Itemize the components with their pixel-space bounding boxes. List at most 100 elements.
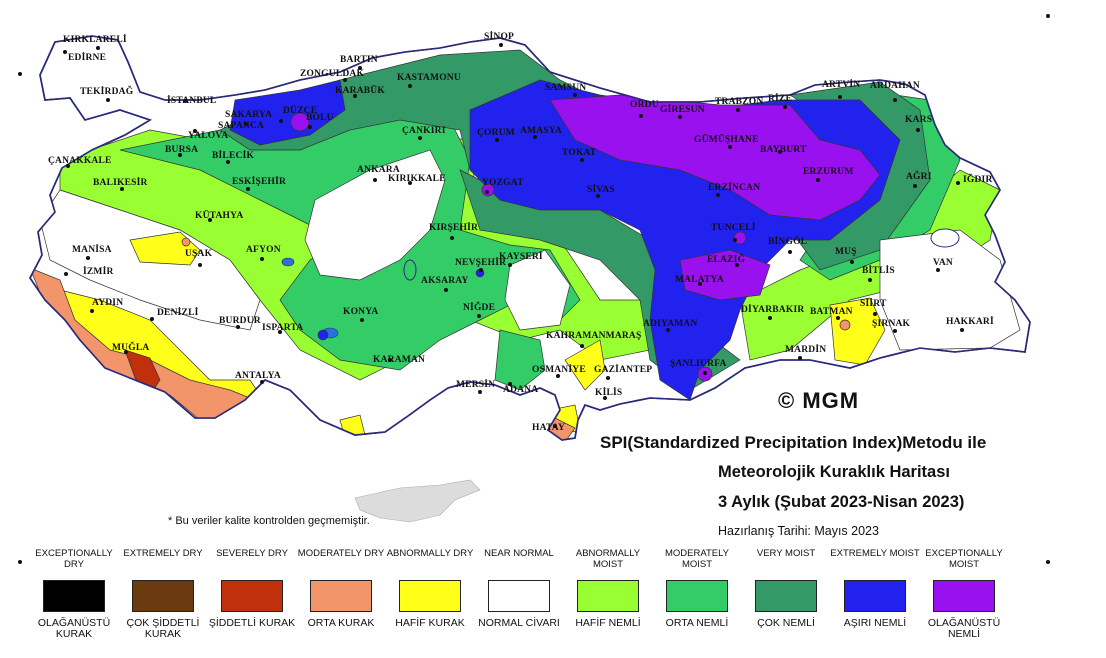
city-dot <box>936 268 940 272</box>
city-dot <box>86 256 90 260</box>
city-dot <box>556 374 560 378</box>
map-title-line2: Meteorolojik Kuraklık Haritası <box>718 463 950 481</box>
city-label: ŞIRNAK <box>872 319 911 329</box>
city-dot <box>373 178 377 182</box>
city-label: BİNGÖL <box>768 234 807 247</box>
city-label: BİLECİK <box>212 149 254 161</box>
city-label: YALOVA <box>188 131 228 141</box>
city-dot <box>768 316 772 320</box>
city-dot <box>499 43 503 47</box>
city-dot <box>236 325 240 329</box>
city-label: ELAZIĞ <box>707 252 746 265</box>
corner-dot <box>18 560 22 564</box>
city-label: UŞAK <box>185 249 213 259</box>
city-label: ZONGULDAK <box>300 69 364 79</box>
city-dot <box>850 260 854 264</box>
city-dot <box>246 187 250 191</box>
legend-label-en: EXTREMELY MOIST <box>830 548 920 559</box>
map-title-line3: 3 Aylık (Şubat 2023-Nisan 2023) <box>718 493 965 511</box>
city-dot <box>360 318 364 322</box>
legend-item: ABNORMALLY DRY HAFİF KURAK <box>385 548 475 629</box>
city-label: AMASYA <box>520 126 562 136</box>
legend-swatch <box>577 580 639 612</box>
city-dot <box>733 238 737 242</box>
legend-label-en: ABNORMALLY DRY <box>386 548 474 559</box>
legend-label-tr: HAFİF NEMLİ <box>575 617 641 629</box>
legend-label-tr: ORTA NEMLİ <box>665 617 729 629</box>
corner-dot <box>1046 14 1050 18</box>
city-label: DİYARBAKIR <box>741 303 804 315</box>
legend-label-en: EXCEPTIONALLY MOIST <box>925 548 1003 570</box>
city-dot <box>868 278 872 282</box>
city-label: RİZE <box>768 92 792 104</box>
city-dot <box>408 181 412 185</box>
city-dot <box>343 78 347 82</box>
city-dot <box>418 136 422 140</box>
city-dot <box>816 178 820 182</box>
city-label: İZMİR <box>83 265 114 277</box>
city-dot <box>495 138 499 142</box>
city-dot <box>358 66 362 70</box>
city-dot <box>508 382 512 386</box>
city-label: ADANA <box>503 385 538 395</box>
city-label: OSMANİYE <box>532 363 586 375</box>
city-dot <box>533 135 537 139</box>
city-dot <box>96 46 100 50</box>
legend-label-en: NEAR NORMAL <box>484 548 554 559</box>
city-label: BATMAN <box>810 307 853 317</box>
city-dot <box>553 424 557 428</box>
city-label: BURDUR <box>219 316 261 326</box>
city-label: NEVŞEHİR <box>455 256 506 268</box>
city-dot <box>603 396 607 400</box>
city-dot <box>606 376 610 380</box>
city-label: TOKAT <box>562 148 597 158</box>
city-dot <box>226 160 230 164</box>
city-dot <box>150 317 154 321</box>
city-dot <box>353 94 357 98</box>
city-dot <box>508 263 512 267</box>
city-dot <box>913 184 917 188</box>
city-label: ARDAHAN <box>870 81 920 91</box>
legend-label-tr: ÇOK ŞİDDETLİ KURAK <box>126 617 200 640</box>
legend-label-en: MODERATELY MOIST <box>664 548 730 570</box>
legend-item: ABNORMALLY MOIST HAFİF NEMLİ <box>563 548 653 629</box>
city-label: HAKKARİ <box>946 315 994 327</box>
legend-item: SEVERELY DRY ŞİDDETLİ KURAK <box>207 548 297 629</box>
city-dot <box>479 268 483 272</box>
city-label: MUĞLA <box>112 340 149 353</box>
city-dot <box>244 122 248 126</box>
city-label: MERSİN <box>456 378 495 390</box>
legend: EXCEPTIONALLY DRY OLAĞANÜSTÜ KURAK EXTREME… <box>0 548 1106 658</box>
legend-label-en: ABNORMALLY MOIST <box>575 548 641 570</box>
city-dot <box>408 84 412 88</box>
legend-swatch <box>310 580 372 612</box>
city-label: ANKARA <box>357 165 400 175</box>
city-label: KIRKLARELİ <box>63 33 127 45</box>
city-dot <box>66 164 70 168</box>
legend-label-en: EXTREMELY DRY <box>123 548 203 559</box>
city-dot <box>106 98 110 102</box>
city-label: TRABZON <box>715 97 763 107</box>
city-label: ADIYAMAN <box>643 319 698 329</box>
city-dot <box>478 390 482 394</box>
city-label: MARDİN <box>785 343 826 355</box>
city-dot <box>485 190 489 194</box>
legend-item: VERY MOIST ÇOK NEMLİ <box>741 548 831 629</box>
city-dot <box>183 99 187 103</box>
city-label: SİNOP <box>484 30 514 42</box>
city-dot <box>716 193 720 197</box>
city-label: BOLU <box>306 113 334 123</box>
city-label: VAN <box>933 258 953 268</box>
city-label: EDİRNE <box>68 51 106 63</box>
city-label: ANTALYA <box>235 371 281 381</box>
city-label: YOZGAT <box>482 178 524 188</box>
city-dot <box>893 329 897 333</box>
city-dot <box>444 288 448 292</box>
city-dot <box>728 145 732 149</box>
city-dot <box>63 50 67 54</box>
city-label: ÇANKIRI <box>402 126 446 136</box>
city-dot <box>278 330 282 334</box>
city-label: GAZİANTEP <box>594 363 652 375</box>
legend-item: EXCEPTIONALLY MOIST OLAĞANÜSTÜ NEMLİ <box>919 548 1009 640</box>
city-dot <box>260 257 264 261</box>
